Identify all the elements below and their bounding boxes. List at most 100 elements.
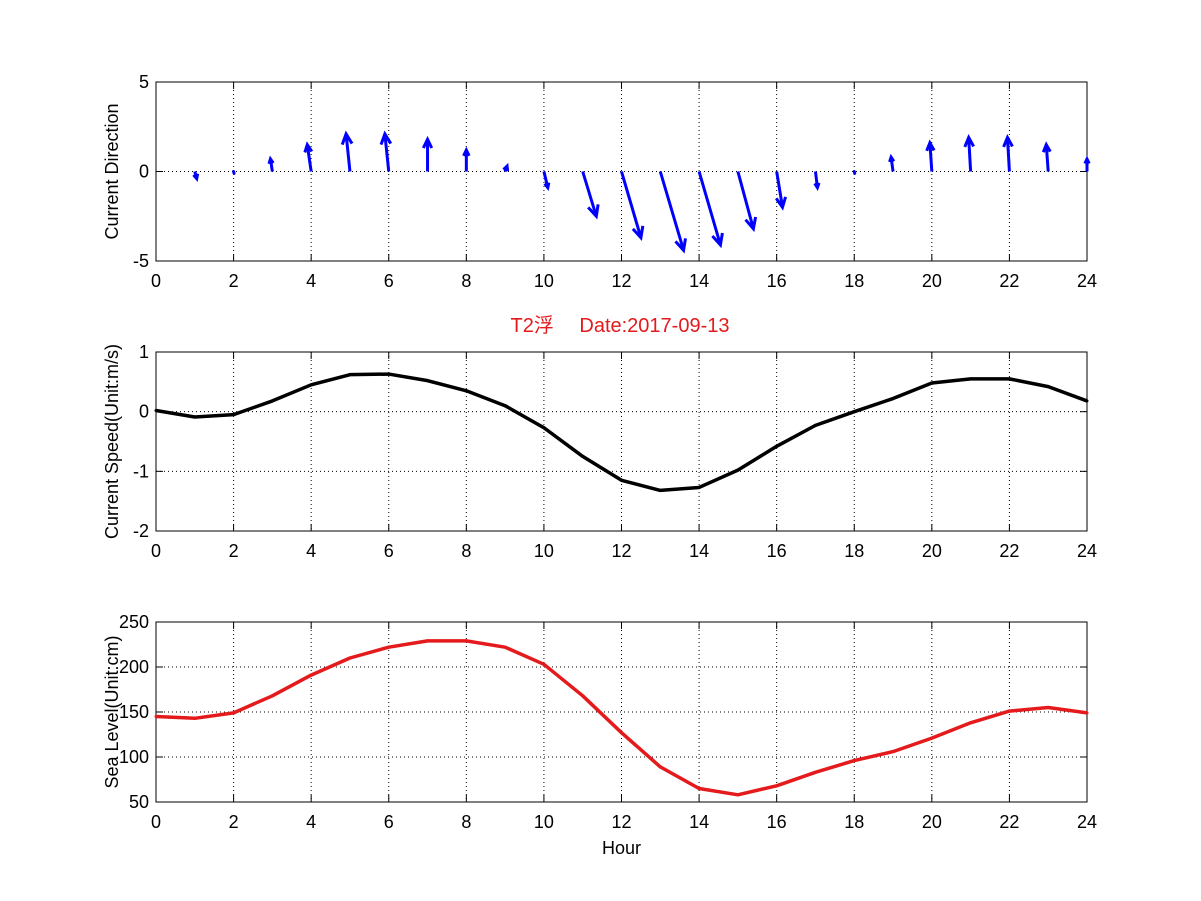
arrow-head — [963, 134, 975, 148]
data-point — [1046, 385, 1050, 389]
x-tick-label: 10 — [534, 541, 554, 561]
data-point — [581, 694, 585, 698]
arrow-head — [1083, 155, 1091, 165]
y-tick-label: 0 — [139, 402, 149, 422]
x-tick-label: 18 — [844, 541, 864, 561]
y-tick-label: -5 — [133, 251, 149, 271]
vector-arrow — [925, 139, 936, 172]
x-tick-label: 16 — [767, 541, 787, 561]
arrow-shaft — [736, 171, 755, 230]
data-point — [581, 454, 585, 458]
data-point — [154, 715, 158, 718]
x-tick-label: 14 — [689, 812, 709, 832]
x-tick-label: 0 — [151, 812, 161, 832]
arrow-head — [711, 232, 724, 249]
y-axis-label: Current Speed(Unit:m/s) — [102, 344, 122, 539]
data-point — [891, 750, 895, 754]
data-point — [193, 716, 197, 720]
vector-arrow — [813, 171, 821, 192]
data-point — [813, 770, 817, 774]
data-point — [348, 373, 352, 377]
data-point — [658, 488, 662, 492]
figure-title: T2浮 Date:2017-09-13 — [510, 314, 729, 337]
x-tick-label: 10 — [534, 271, 554, 291]
x-tick-label: 20 — [922, 541, 942, 561]
arrow-head — [303, 141, 314, 153]
data-point — [426, 639, 430, 643]
vector-arrow — [888, 153, 896, 172]
data-point — [1007, 709, 1011, 713]
data-point — [736, 468, 740, 472]
x-axis-label: Hour — [602, 838, 641, 858]
x-tick-label: 20 — [922, 812, 942, 832]
data-point — [503, 645, 507, 649]
x-tick-label: 8 — [461, 271, 471, 291]
vector-arrow — [502, 162, 510, 173]
y-axis-label: Current Direction — [102, 103, 122, 239]
vector-arrow — [697, 171, 724, 249]
arrow-shaft — [232, 170, 236, 175]
arrow-shaft — [1044, 144, 1050, 172]
x-tick-label: 4 — [306, 812, 316, 832]
data-point — [1085, 399, 1089, 403]
y-tick-label: 250 — [119, 612, 149, 632]
x-tick-label: 8 — [461, 812, 471, 832]
x-tick-label: 4 — [306, 541, 316, 561]
data-point — [658, 765, 662, 769]
x-tick-label: 22 — [999, 541, 1019, 561]
data-point — [154, 408, 158, 412]
arrow-shaft — [775, 171, 784, 208]
data-point — [813, 423, 817, 427]
vector-arrow — [340, 130, 354, 172]
data-point — [852, 759, 856, 763]
data-point — [736, 793, 740, 797]
vector-arrow — [963, 134, 975, 172]
x-tick-label: 14 — [689, 271, 709, 291]
data-point — [697, 787, 701, 790]
data-point — [464, 389, 468, 393]
x-tick-label: 2 — [229, 271, 239, 291]
vector-arrow — [462, 146, 471, 172]
data-point — [426, 379, 430, 383]
data-point — [969, 721, 973, 725]
data-point — [542, 426, 546, 430]
arrow-head — [192, 173, 200, 182]
x-tick-label: 22 — [999, 812, 1019, 832]
vector-arrow — [1083, 155, 1091, 172]
y-tick-label: -1 — [133, 461, 149, 481]
x-tick-label: 8 — [461, 541, 471, 561]
x-tick-label: 24 — [1077, 541, 1097, 561]
x-tick-label: 22 — [999, 271, 1019, 291]
data-point — [852, 410, 856, 414]
arrow-head — [775, 196, 788, 211]
arrow-shaft — [344, 133, 352, 172]
vector-arrow — [658, 171, 687, 254]
vector-arrow — [736, 171, 758, 233]
arrow-shaft — [658, 171, 686, 251]
y-axis-label: Sea Level(Unit:cm) — [102, 635, 122, 788]
arrow-head — [674, 238, 687, 254]
vector-arrow — [267, 155, 275, 172]
data-point — [775, 444, 779, 448]
vector-arrow — [852, 170, 857, 175]
arrow-shaft — [852, 170, 857, 175]
arrow-shaft — [383, 133, 391, 172]
vector-arrow — [542, 171, 551, 191]
arrow-head — [631, 225, 645, 242]
x-tick-label: 16 — [767, 271, 787, 291]
x-tick-label: 6 — [384, 271, 394, 291]
y-tick-label: 200 — [119, 657, 149, 677]
x-tick-label: 16 — [767, 812, 787, 832]
data-point — [464, 639, 468, 643]
data-point — [542, 662, 546, 666]
vector-arrow — [192, 171, 200, 182]
arrow-shaft — [1005, 137, 1011, 172]
y-tick-label: 100 — [119, 747, 149, 767]
arrow-shaft — [697, 171, 722, 246]
data-point — [930, 736, 934, 740]
x-tick-label: 4 — [306, 271, 316, 291]
arrow-head — [421, 135, 434, 149]
data-point — [387, 372, 391, 376]
data-point — [232, 413, 236, 417]
